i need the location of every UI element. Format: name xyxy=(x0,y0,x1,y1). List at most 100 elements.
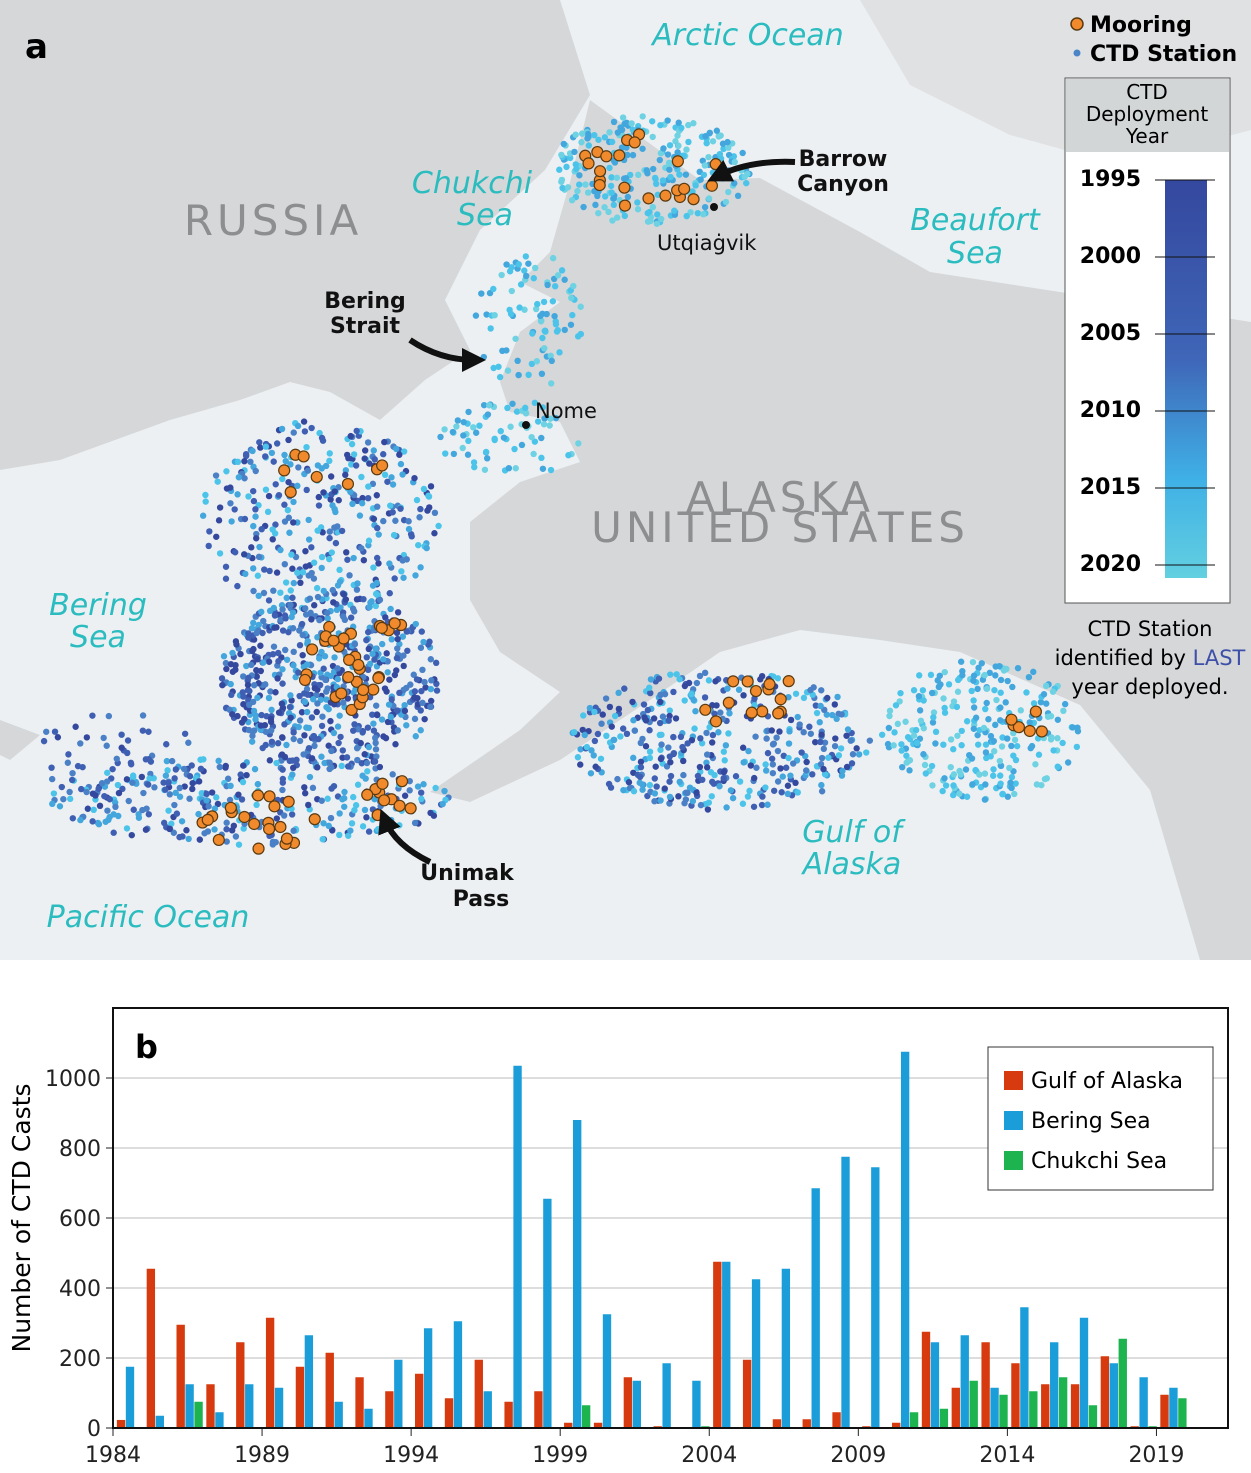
ctd-station xyxy=(361,447,369,454)
ctd-station xyxy=(94,819,102,827)
ctd-station xyxy=(585,142,593,149)
bar xyxy=(513,1065,522,1428)
ctd-station xyxy=(774,778,782,785)
ctd-station xyxy=(369,650,376,658)
ctd-station xyxy=(983,754,990,762)
ctd-station xyxy=(258,525,265,533)
ctd-station xyxy=(674,132,681,139)
bar xyxy=(802,1419,811,1428)
ctd-station xyxy=(343,549,350,556)
ctd-station xyxy=(306,595,314,602)
ctd-station xyxy=(809,771,816,778)
ctd-station xyxy=(393,445,400,453)
ctd-station xyxy=(642,717,650,724)
ctd-station xyxy=(472,429,480,436)
bar xyxy=(274,1387,284,1428)
ctd-station xyxy=(824,694,831,702)
ctd-station xyxy=(381,438,388,446)
ctd-station xyxy=(242,570,249,578)
ctd-station xyxy=(231,549,239,556)
ctd-station xyxy=(279,627,287,634)
ctd-station xyxy=(630,717,637,724)
ctd-station xyxy=(813,709,821,717)
ctd-station xyxy=(829,711,836,719)
ctd-station xyxy=(282,646,289,654)
ctd-station xyxy=(314,700,321,707)
ctd-station xyxy=(275,709,283,716)
ctd-station xyxy=(752,733,759,740)
ctd-station xyxy=(171,801,178,809)
ctd-station xyxy=(360,556,368,564)
ctd-station xyxy=(245,701,253,709)
ctd-station xyxy=(279,475,286,483)
ctd-station xyxy=(354,781,362,788)
legend-swatch xyxy=(1004,1151,1023,1170)
ctd-station xyxy=(832,735,839,742)
ctd-station xyxy=(279,680,286,687)
ctd-station xyxy=(481,466,489,473)
ctd-station xyxy=(371,456,378,463)
ctd-station xyxy=(750,803,758,810)
plot-frame xyxy=(112,1007,1229,1429)
ctd-station xyxy=(241,458,248,465)
ctd-station xyxy=(145,811,152,818)
ctd-station xyxy=(636,773,644,781)
ctd-station xyxy=(350,727,357,734)
ctd-station xyxy=(782,764,790,771)
ctd-station xyxy=(653,220,661,227)
ctd-station xyxy=(465,408,472,416)
ctd-station xyxy=(287,714,294,721)
ctd-station xyxy=(290,827,297,834)
mooring xyxy=(268,800,281,813)
ctd-station xyxy=(388,474,395,481)
ctd-station xyxy=(145,728,152,735)
mooring xyxy=(297,450,310,463)
arrow xyxy=(408,337,486,372)
ctd-station xyxy=(202,491,209,499)
ctd-station xyxy=(679,743,686,751)
mooring xyxy=(248,817,261,831)
bar xyxy=(1058,1377,1068,1428)
colorbar-title: Year xyxy=(1125,124,1169,148)
ctd-station xyxy=(413,676,421,683)
ctd-station xyxy=(250,587,257,595)
note: CTD Station xyxy=(1088,617,1213,641)
ctd-station xyxy=(273,569,281,576)
ctd-station xyxy=(243,771,250,779)
ctd-station xyxy=(372,739,379,747)
ctd-station xyxy=(139,806,146,814)
ctd-station xyxy=(807,730,815,737)
ctd-station xyxy=(58,783,66,791)
ctd-station xyxy=(392,517,399,524)
ctd-station xyxy=(318,553,326,561)
bar xyxy=(176,1324,185,1428)
mooring xyxy=(709,715,723,728)
ctd-station xyxy=(667,772,675,780)
bar xyxy=(444,1398,454,1428)
ctd-station xyxy=(241,515,249,523)
ctd-station xyxy=(812,738,819,746)
ctd-station xyxy=(285,628,292,636)
bar xyxy=(364,1408,373,1428)
ctd-station xyxy=(530,275,538,282)
ctd-station xyxy=(329,827,336,834)
ctd-station xyxy=(773,734,780,741)
ctd-station xyxy=(204,828,212,835)
ctd-station xyxy=(553,328,561,335)
ctd-station xyxy=(234,491,241,498)
ctd-station xyxy=(899,763,906,771)
ctd-station xyxy=(239,778,247,786)
ctd-station xyxy=(139,727,147,734)
ctd-station xyxy=(683,212,690,220)
ctd-station xyxy=(247,458,254,465)
ctd-station xyxy=(240,701,247,708)
ctd-station xyxy=(950,771,958,778)
ctd-station xyxy=(1012,780,1019,787)
ctd-station xyxy=(721,757,728,764)
ctd-station xyxy=(235,474,243,481)
ctd-station xyxy=(227,484,234,491)
ctd-station xyxy=(649,165,657,173)
ctd-station xyxy=(180,765,188,773)
ctd-station xyxy=(227,782,234,790)
bar xyxy=(1109,1363,1118,1428)
